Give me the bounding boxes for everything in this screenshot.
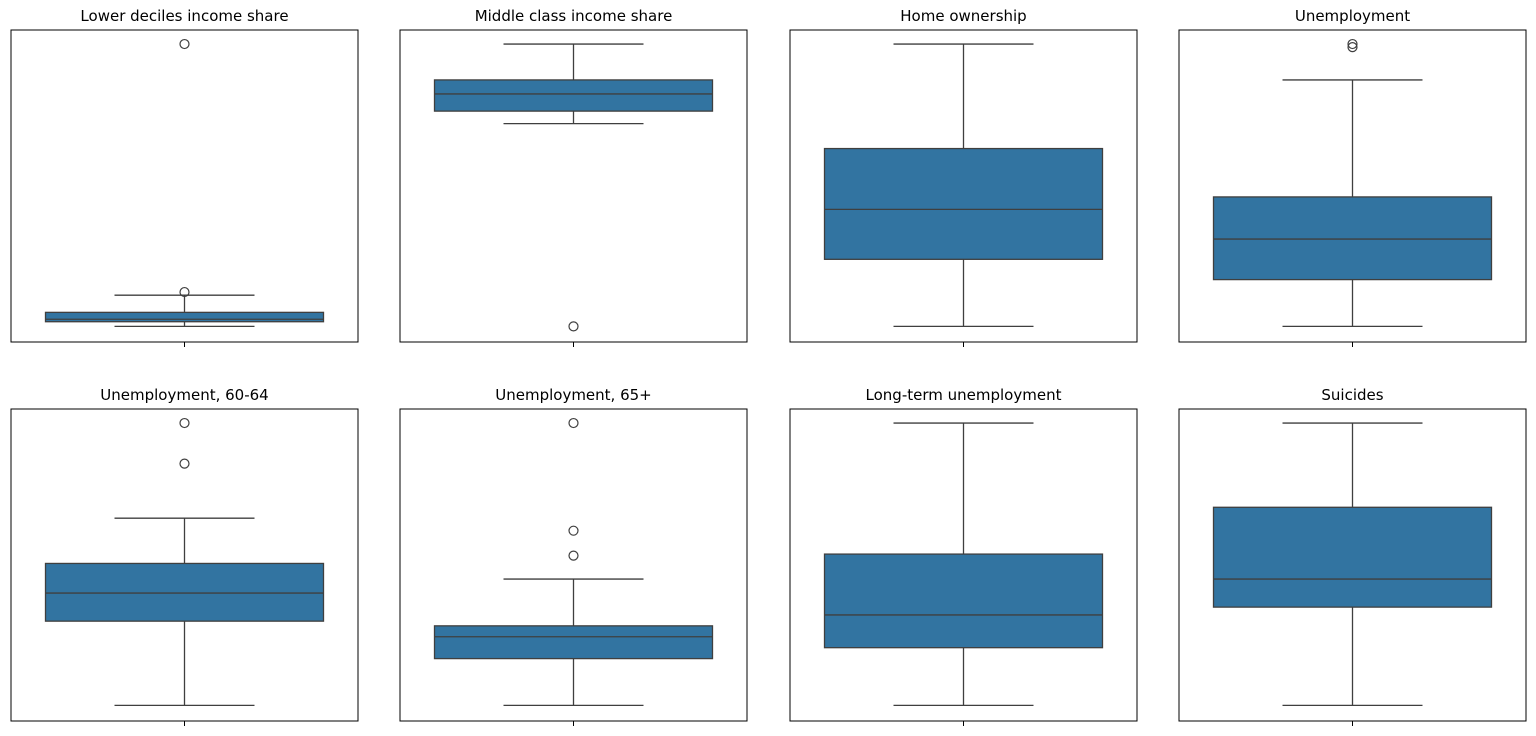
- outlier-point: [179, 38, 190, 50]
- panel-title: Lower deciles income share: [80, 7, 288, 25]
- iqr-box: [823, 147, 1104, 260]
- boxplot-panel: Unemployment: [1178, 7, 1527, 347]
- boxplot-panel: Unemployment, 65+: [399, 386, 748, 726]
- iqr-box: [433, 625, 714, 660]
- iqr-box: [1212, 506, 1493, 608]
- boxplot-panel: Unemployment, 60-64: [10, 386, 359, 726]
- outlier-point: [179, 286, 190, 298]
- panel-title: Home ownership: [900, 7, 1026, 25]
- panels-container: Lower deciles income share Middle class i…: [10, 7, 1527, 726]
- outlier-point: [179, 458, 190, 469]
- outlier-point: [568, 417, 579, 429]
- iqr-box: [44, 311, 325, 323]
- panel-title: Unemployment, 65+: [495, 386, 652, 404]
- panel-title: Suicides: [1321, 386, 1383, 404]
- boxplot-panel: Middle class income share: [399, 7, 748, 347]
- iqr-box: [44, 562, 325, 622]
- panel-title: Middle class income share: [475, 7, 673, 25]
- outlier-point: [179, 417, 190, 429]
- iqr-box: [823, 553, 1104, 649]
- panel-title: Unemployment: [1295, 7, 1410, 25]
- panel-title: Unemployment, 60-64: [100, 386, 268, 404]
- iqr-box: [1212, 196, 1493, 281]
- outlier-point: [568, 550, 579, 561]
- outlier-point: [1347, 42, 1358, 53]
- boxplot-panel: Long-term unemployment: [789, 386, 1138, 726]
- outlier-point: [568, 321, 579, 332]
- boxplot-panel: Home ownership: [789, 7, 1138, 347]
- boxplot-panel: Lower deciles income share: [10, 7, 359, 347]
- iqr-box: [433, 79, 714, 112]
- outlier-point: [568, 525, 579, 536]
- outlier-point: [1347, 38, 1358, 50]
- boxplot-panel: Suicides: [1178, 386, 1527, 726]
- panel-title: Long-term unemployment: [866, 386, 1062, 404]
